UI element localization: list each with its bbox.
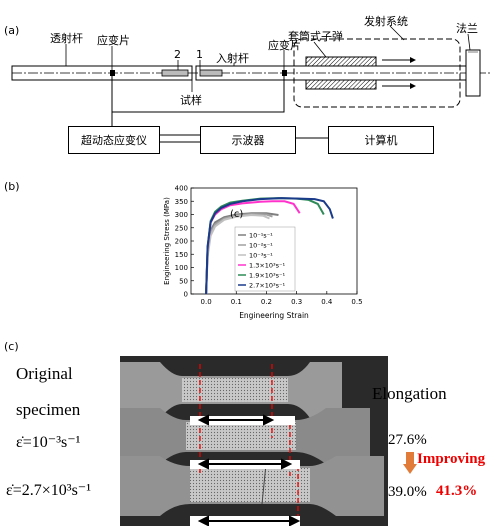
text-rate-low: ε̇=10⁻³s⁻¹ [16, 434, 81, 451]
arrow-upper [410, 57, 416, 63]
specimen-part-2 [161, 69, 189, 77]
y-tick-label: 200 [175, 238, 188, 246]
shpb-schematic [11, 25, 492, 143]
text-elongation-high: 39.0% [388, 484, 427, 500]
y-axis-label: Engineering Stress (MPa) [163, 197, 171, 285]
label-transmission-bar: 透射杆 [50, 32, 83, 45]
arrow-low-rate-length [197, 458, 293, 470]
x-tick-label: 0.0 [201, 298, 212, 306]
x-tick-label: 0.3 [291, 298, 302, 306]
y-tick-label: 350 [175, 198, 188, 206]
label-num-1: 1 [196, 48, 203, 61]
y-tick-label: 400 [175, 185, 188, 193]
x-axis-label: Engineering Strain [239, 311, 309, 320]
legend-label: 10⁻¹s⁻¹ [249, 232, 273, 240]
projectile-upper [305, 56, 377, 67]
y-tick-label: 50 [179, 277, 188, 285]
panel-b-letter: (b) [4, 180, 20, 193]
label-incident-bar: 入射杆 [216, 52, 249, 65]
box-computer: 计算机 [328, 126, 434, 154]
label-specimen: 试样 [180, 94, 202, 107]
box-amplifier: 超动态应变仪 [68, 126, 160, 154]
text-rate-high: ε̇=2.7×10³s⁻¹ [6, 482, 92, 499]
y-tick-label: 100 [175, 264, 188, 272]
x-tick-label: 0.5 [351, 298, 362, 306]
x-tick-label: 0.2 [261, 298, 272, 306]
x-tick-label: 0.1 [231, 298, 242, 306]
strain-gauge-right-mark [282, 70, 287, 76]
specimen-photo [120, 356, 388, 526]
projectile-lower [305, 79, 377, 90]
text-improve-pct: 41.3% [436, 483, 478, 499]
arrow-high-rate-length [197, 515, 301, 526]
text-specimen: specimen [16, 400, 81, 419]
box-oscilloscope: 示波器 [200, 126, 296, 154]
series-line-6 [205, 197, 334, 295]
y-tick-label: 0 [184, 291, 188, 299]
y-tick-label: 150 [175, 251, 188, 259]
panel-c-letter: (c) [4, 340, 19, 353]
transmission-bar [11, 65, 193, 81]
specimen-part-1 [199, 69, 223, 77]
label-projectile: 套筒式子弹 [288, 30, 343, 43]
text-original: Original [16, 364, 73, 383]
legend-label: 1.3×10³s⁻¹ [249, 262, 285, 270]
series-line-3 [205, 213, 270, 295]
legend-label: 2.7×10³s⁻¹ [249, 282, 285, 290]
legend-label: 10⁻³s⁻¹ [249, 252, 273, 260]
arrow-lower [410, 83, 416, 89]
flange [465, 49, 481, 97]
stress-strain-chart: 0.0 0.1 0.2 0.3 0.4 0.5 0 50 100 150 200 250 300 350 4… [163, 185, 363, 321]
y-tick-label: 300 [175, 211, 188, 219]
launch-system-box [293, 38, 461, 108]
chart-inset-label: (c) [230, 209, 244, 220]
y-tick-label: 250 [175, 224, 188, 232]
label-strain-gauge-right: 应变片 [268, 39, 301, 52]
legend-box [234, 226, 296, 292]
label-strain-gauge-left: 应变片 [97, 34, 130, 47]
text-elongation-title: Elongation [372, 384, 447, 403]
label-num-2: 2 [174, 48, 181, 61]
legend-label: 10⁻²s⁻¹ [249, 242, 273, 250]
legend-label: 1.9×10³s⁻¹ [249, 272, 285, 280]
label-launch-system: 发射系统 [364, 15, 408, 28]
panel-a-letter: (a) [4, 24, 20, 37]
strain-gauge-left-mark [110, 70, 115, 76]
text-improving: Improving [417, 451, 486, 467]
arrow-original-length [197, 414, 275, 426]
wire-right-gauge [112, 76, 285, 113]
text-elongation-low: 27.6% [388, 432, 427, 448]
x-tick-label: 0.4 [321, 298, 333, 306]
label-flange: 法兰 [456, 22, 478, 35]
